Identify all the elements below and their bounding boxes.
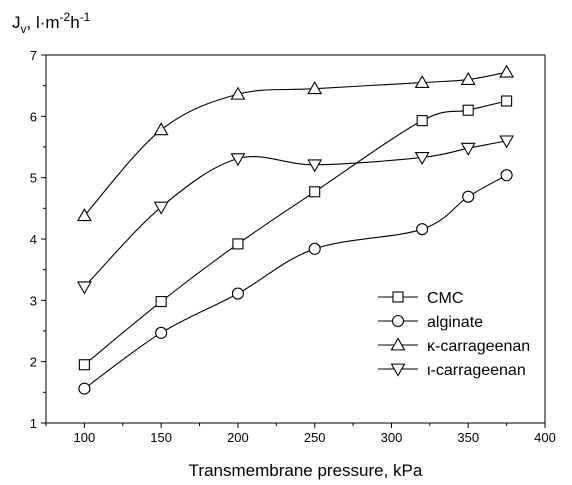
y-axis-title-part: , l·m <box>27 13 60 32</box>
data-point <box>153 122 169 136</box>
data-point <box>308 242 321 255</box>
data-point <box>78 359 90 371</box>
data-point <box>462 190 475 203</box>
data-point <box>76 208 92 222</box>
data-point <box>307 159 323 173</box>
axes: 100 150 200 250 300 350 400 1 2 3 4 5 6 7 <box>30 48 556 445</box>
series-3 <box>76 135 515 295</box>
data-point <box>414 152 430 166</box>
y-tick-label: 6 <box>30 109 37 124</box>
x-tick-label: 400 <box>534 430 556 445</box>
data-point <box>155 326 168 339</box>
data-point <box>155 296 167 308</box>
y-axis-title-part: -1 <box>80 10 91 24</box>
data-point <box>416 223 429 236</box>
y-tick-label: 3 <box>30 293 37 308</box>
data-point <box>462 104 474 116</box>
legend-marker <box>390 363 406 377</box>
labels-layer: Transmembrane pressure, kPa Jv, l·m-2h-1 <box>12 10 423 480</box>
legend-label: κ-carrageenan <box>427 338 530 355</box>
x-tick-label: 300 <box>381 430 403 445</box>
series-2 <box>76 64 515 222</box>
x-tick-label: 250 <box>304 430 326 445</box>
data-point <box>307 81 323 95</box>
data-point <box>230 86 246 100</box>
legend-marker <box>390 337 406 351</box>
legend-label: ι-carrageenan <box>427 362 526 379</box>
y-tick-label: 5 <box>30 171 37 186</box>
series-1 <box>78 169 513 395</box>
series-line <box>83 71 507 217</box>
data-point <box>500 169 513 182</box>
data-point <box>499 135 515 149</box>
data-point <box>501 95 513 107</box>
x-tick-label: 200 <box>227 430 249 445</box>
y-axis-title: Jv, l·m-2h-1 <box>12 10 91 36</box>
data-point <box>414 74 430 89</box>
x-tick-label: 100 <box>74 430 96 445</box>
data-point <box>231 287 244 300</box>
data-point <box>416 115 428 127</box>
y-tick-label: 2 <box>30 355 37 370</box>
data-point <box>460 71 476 85</box>
legend-marker <box>392 291 404 303</box>
x-axis-title: Transmembrane pressure, kPa <box>189 461 423 480</box>
data-point <box>232 238 244 250</box>
data-point <box>309 186 321 198</box>
y-tick-label: 7 <box>30 48 37 63</box>
x-tick-label: 350 <box>457 430 479 445</box>
series-0 <box>78 95 513 371</box>
data-point <box>499 64 515 78</box>
y-tick-label: 4 <box>30 232 37 247</box>
series-line <box>83 140 507 288</box>
data-point <box>460 142 476 156</box>
data-point <box>76 281 92 295</box>
legend: CMC alginate κ-carrageenan ι-carrageenan <box>378 290 530 379</box>
x-tick-label: 150 <box>150 430 172 445</box>
data-point <box>153 201 169 215</box>
y-axis-title-part: v <box>21 22 27 36</box>
y-axis-title-part: h <box>70 13 79 32</box>
series-line <box>84 174 507 390</box>
data-point <box>78 382 91 395</box>
y-axis-title-part: J <box>12 13 21 32</box>
legend-label: CMC <box>427 290 463 307</box>
y-axis-title-part: -2 <box>60 10 71 24</box>
legend-label: alginate <box>427 314 483 331</box>
series-layer <box>76 64 515 395</box>
data-point <box>230 153 246 167</box>
legend-marker <box>391 314 405 328</box>
y-tick-label: 1 <box>30 416 37 431</box>
